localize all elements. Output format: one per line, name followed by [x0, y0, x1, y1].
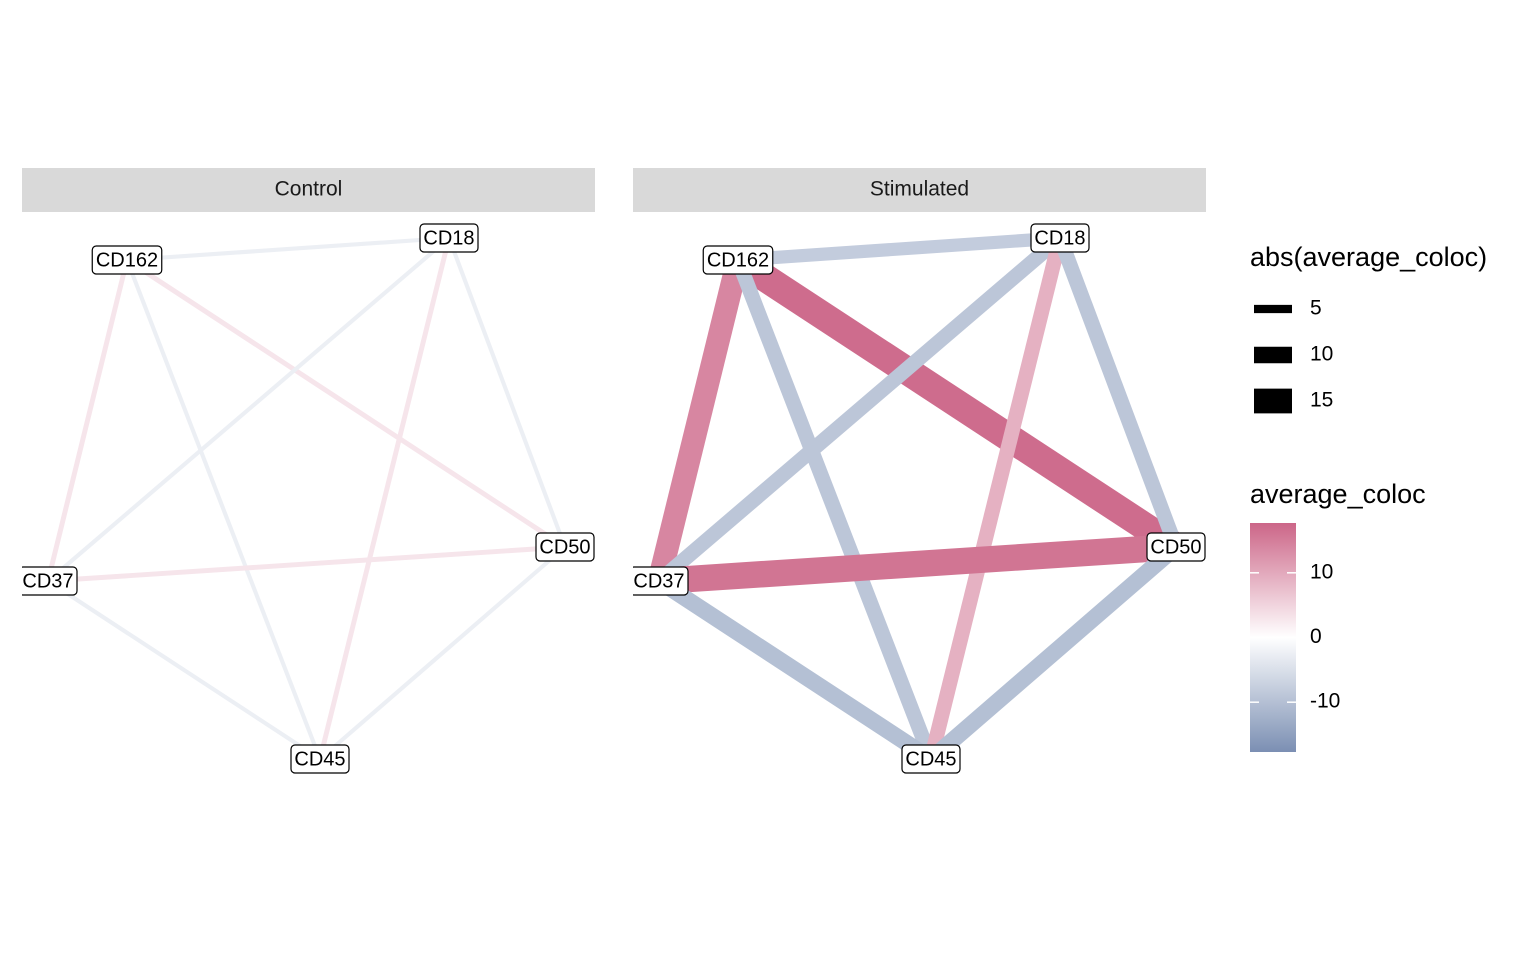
- edge: [125, 257, 567, 550]
- node-label: CD45: [294, 748, 345, 770]
- edge: [318, 545, 567, 761]
- edge: [46, 579, 322, 761]
- node-label: CD45: [905, 748, 956, 770]
- strip: [633, 168, 1206, 212]
- edge: [1053, 235, 1183, 550]
- node-box: [290, 744, 350, 774]
- edge: [654, 232, 1065, 587]
- node-box: [1030, 223, 1090, 253]
- node-box: [633, 566, 689, 596]
- node-box: [22, 566, 78, 596]
- node-label: CD18: [1034, 227, 1085, 249]
- node-box: [535, 532, 595, 562]
- edge: [737, 231, 1061, 267]
- edge: [923, 236, 1068, 761]
- node-label: CD50: [539, 536, 590, 558]
- colorbar-label: 0: [1310, 625, 1322, 648]
- size-label: 10: [1310, 343, 1333, 366]
- edge: [45, 259, 130, 582]
- node-label: CD50: [1150, 536, 1201, 558]
- edge: [447, 237, 567, 548]
- edge: [731, 257, 938, 762]
- strip: [22, 168, 595, 212]
- panel: CD162 CD18 CD50 CD45 CD37: [633, 223, 1206, 774]
- size-label: 5: [1310, 297, 1322, 320]
- size-key: [1254, 304, 1292, 314]
- size-label: 15: [1310, 389, 1333, 412]
- node-box: [419, 223, 479, 253]
- node-label: CD18: [423, 227, 474, 249]
- edge: [647, 257, 750, 584]
- edge: [46, 236, 451, 583]
- panel-title: Stimulated: [870, 178, 969, 201]
- node-box: [91, 245, 163, 275]
- panel: CD162 CD18 CD50 CD45 CD37: [22, 223, 595, 774]
- node-box: [901, 744, 961, 774]
- node-label: CD37: [22, 570, 73, 592]
- size-key: [1254, 388, 1292, 414]
- edge: [730, 248, 1184, 559]
- edge: [925, 540, 1182, 766]
- node-label: CD37: [633, 570, 684, 592]
- edge: [658, 533, 1177, 595]
- panel-title: Control: [275, 178, 343, 201]
- node-label: CD162: [96, 249, 158, 271]
- edge: [125, 259, 322, 760]
- edge: [126, 235, 450, 263]
- edge: [47, 544, 566, 584]
- color-legend-title: average_coloc: [1250, 479, 1426, 509]
- edge: [654, 574, 936, 766]
- node-box: [702, 245, 774, 275]
- node-box: [1146, 532, 1206, 562]
- node-label: CD162: [707, 249, 769, 271]
- size-legend-title: abs(average_coloc): [1250, 242, 1487, 272]
- size-key: [1254, 346, 1292, 364]
- colorbar-label: -10: [1310, 690, 1340, 713]
- edge: [317, 237, 452, 760]
- colorbar-label: 10: [1310, 560, 1333, 583]
